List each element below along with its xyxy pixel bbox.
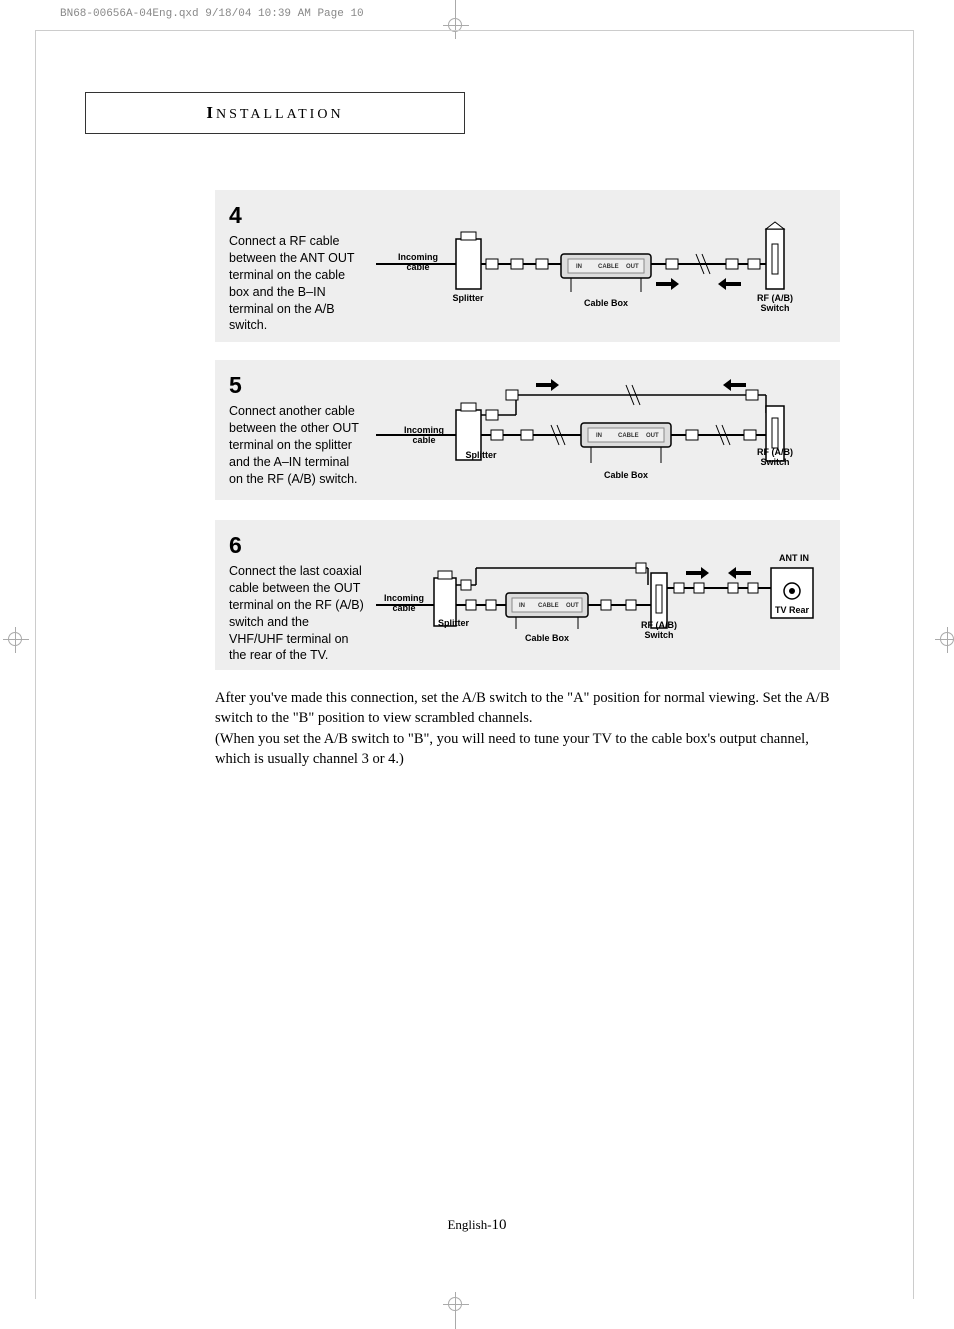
step-6-diagram: Incoming cable Splitter IN CABLE OUT Cab… — [376, 530, 826, 656]
svg-text:Cable Box: Cable Box — [584, 298, 628, 308]
crop-mark-top — [445, 0, 465, 30]
svg-text:IN: IN — [596, 433, 602, 439]
step-5-body: Connect another cable between the other … — [229, 403, 364, 487]
print-header: BN68-00656A-04Eng.qxd 9/18/04 10:39 AM P… — [60, 8, 364, 20]
step-5-diagram: Incoming cable Splitter IN CA — [376, 370, 826, 486]
svg-text:RF (A/B): RF (A/B) — [757, 447, 793, 457]
svg-text:IN: IN — [519, 603, 525, 609]
svg-text:cable: cable — [392, 603, 415, 613]
svg-text:Splitter: Splitter — [452, 293, 484, 303]
svg-text:Incoming: Incoming — [404, 425, 444, 435]
svg-text:cable: cable — [406, 262, 429, 272]
svg-text:CABLE: CABLE — [598, 264, 619, 270]
svg-text:Incoming: Incoming — [384, 593, 424, 603]
step-4: 4 Connect a RF cable between the ANT OUT… — [215, 190, 840, 342]
svg-text:TV Rear: TV Rear — [775, 605, 810, 615]
svg-text:IN: IN — [576, 264, 582, 270]
step-6-number: 6 — [229, 530, 364, 561]
crop-mark-bottom — [445, 1299, 465, 1329]
svg-text:Switch: Switch — [644, 630, 673, 640]
svg-text:Cable Box: Cable Box — [525, 633, 569, 643]
svg-text:ANT IN: ANT IN — [779, 553, 809, 563]
title-rest: NSTALLATION — [216, 107, 344, 122]
step-4-text: 4 Connect a RF cable between the ANT OUT… — [229, 200, 364, 328]
step-5-number: 5 — [229, 370, 364, 401]
page-footer: English-10 — [0, 1217, 954, 1234]
svg-text:cable: cable — [412, 435, 435, 445]
svg-text:Incoming: Incoming — [398, 252, 438, 262]
svg-text:CABLE: CABLE — [538, 603, 559, 609]
svg-text:RF (A/B): RF (A/B) — [641, 620, 677, 630]
footer-page-num: 10 — [492, 1217, 507, 1233]
section-title: INSTALLATION — [85, 92, 465, 134]
step-6: 6 Connect the last coaxial cable between… — [215, 520, 840, 670]
step-5: 5 Connect another cable between the othe… — [215, 360, 840, 500]
step-6-text: 6 Connect the last coaxial cable between… — [229, 530, 364, 656]
svg-text:Splitter: Splitter — [438, 618, 470, 628]
svg-text:Switch: Switch — [760, 457, 789, 467]
svg-text:Switch: Switch — [760, 303, 789, 313]
svg-text:Splitter: Splitter — [465, 450, 497, 460]
step-4-number: 4 — [229, 200, 364, 231]
title-cap: I — [206, 103, 216, 122]
footer-lang: English- — [447, 1217, 491, 1232]
svg-text:OUT: OUT — [566, 603, 579, 609]
step-4-body: Connect a RF cable between the ANT OUT t… — [229, 233, 364, 334]
step-6-body: Connect the last coaxial cable between t… — [229, 563, 364, 664]
step-5-text: 5 Connect another cable between the othe… — [229, 370, 364, 486]
svg-text:Cable Box: Cable Box — [604, 470, 648, 480]
body-paragraph: After you've made this connection, set t… — [215, 688, 840, 769]
svg-text:OUT: OUT — [626, 264, 639, 270]
step-4-diagram: Incoming cable Splitter IN CABLE OUT Cab… — [376, 200, 826, 328]
svg-text:CABLE: CABLE — [618, 433, 639, 439]
svg-text:RF (A/B): RF (A/B) — [757, 293, 793, 303]
svg-text:OUT: OUT — [646, 433, 659, 439]
